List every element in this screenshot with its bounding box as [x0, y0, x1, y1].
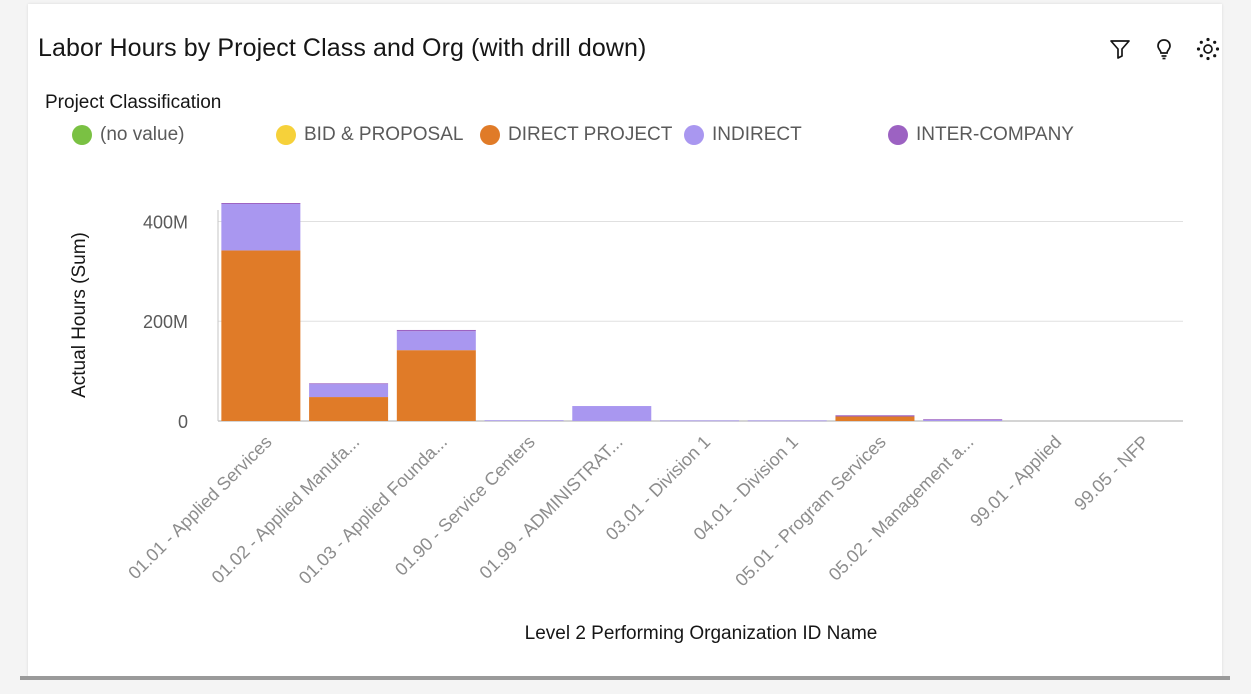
legend-label-inter-company: INTER-COMPANY	[916, 124, 1074, 145]
legend-item-no-value[interactable]: (no value)	[72, 122, 185, 148]
x-axis-title: Level 2 Performing Organization ID Name	[525, 623, 878, 644]
bar-segment[interactable]	[923, 419, 1003, 421]
x-tick-label[interactable]: 99.05 - NFP	[1070, 432, 1153, 515]
chart-toolbar	[1107, 36, 1221, 62]
bar-segment[interactable]	[660, 420, 739, 422]
legend-label-no-value: (no value)	[100, 124, 185, 145]
bar-segment[interactable]	[309, 397, 389, 421]
legend-swatch-bid-proposal	[276, 125, 296, 145]
bar-segment[interactable]	[221, 204, 301, 251]
x-tick-label[interactable]: 01.90 - Service Centers	[391, 432, 539, 580]
legend-label-direct-project: DIRECT PROJECT	[508, 124, 673, 145]
settings-icon[interactable]	[1195, 36, 1221, 62]
x-tick-label[interactable]: 99.01 - Applied	[966, 432, 1065, 531]
card-bottom-border	[20, 676, 1230, 680]
y-tick-label: 0	[178, 412, 188, 432]
bar-segment[interactable]	[484, 420, 564, 422]
bar-segment[interactable]	[923, 419, 1003, 421]
x-tick-label[interactable]: 05.01 - Program Services	[731, 432, 889, 590]
y-tick-label: 200M	[143, 312, 188, 332]
bar-segment[interactable]	[396, 331, 476, 351]
y-axis-title: Actual Hours (Sum)	[69, 232, 90, 398]
filter-icon[interactable]	[1107, 36, 1133, 62]
legend-title: Project Classification	[45, 92, 222, 113]
legend-item-bid-proposal[interactable]: BID & PROPOSAL	[276, 122, 463, 148]
legend-item-indirect[interactable]: INDIRECT	[684, 122, 802, 148]
bar-segment[interactable]	[221, 203, 301, 205]
legend-swatch-direct-project	[480, 125, 500, 145]
legend-item-direct-project[interactable]: DIRECT PROJECT	[480, 122, 672, 148]
bar-segment[interactable]	[396, 350, 476, 421]
bar-segment[interactable]	[835, 415, 915, 417]
legend-swatch-inter-company	[888, 125, 908, 145]
x-tick-label[interactable]: 01.02 - Applied Manufa...	[208, 432, 364, 588]
bar-segment[interactable]	[309, 383, 389, 385]
legend-label-indirect: INDIRECT	[712, 124, 802, 145]
lightbulb-icon[interactable]	[1151, 36, 1177, 62]
bar-segment[interactable]	[835, 416, 915, 421]
legend-item-inter-company[interactable]: INTER-COMPANY	[888, 122, 1074, 148]
x-tick-label[interactable]: 01.99 - ADMINISTRAT...	[475, 432, 626, 583]
x-tick-label[interactable]: 05.02 - Management a...	[825, 432, 978, 585]
bar-segment[interactable]	[309, 384, 389, 398]
bar-segment[interactable]	[572, 406, 652, 421]
bar-segment[interactable]	[221, 250, 301, 421]
bar-segment[interactable]	[747, 420, 827, 422]
legend-swatch-indirect	[684, 125, 704, 145]
bar-segment[interactable]	[396, 329, 476, 332]
y-tick-label: 400M	[143, 212, 188, 232]
legend-label-bid-proposal: BID & PROPOSAL	[304, 124, 464, 145]
x-tick-label[interactable]: 01.03 - Applied Founda...	[295, 432, 451, 588]
x-tick-label[interactable]: 01.01 - Applied Services	[124, 432, 275, 583]
chart-title: Labor Hours by Project Class and Org (wi…	[38, 34, 647, 62]
legend-swatch-no-value	[72, 125, 92, 145]
